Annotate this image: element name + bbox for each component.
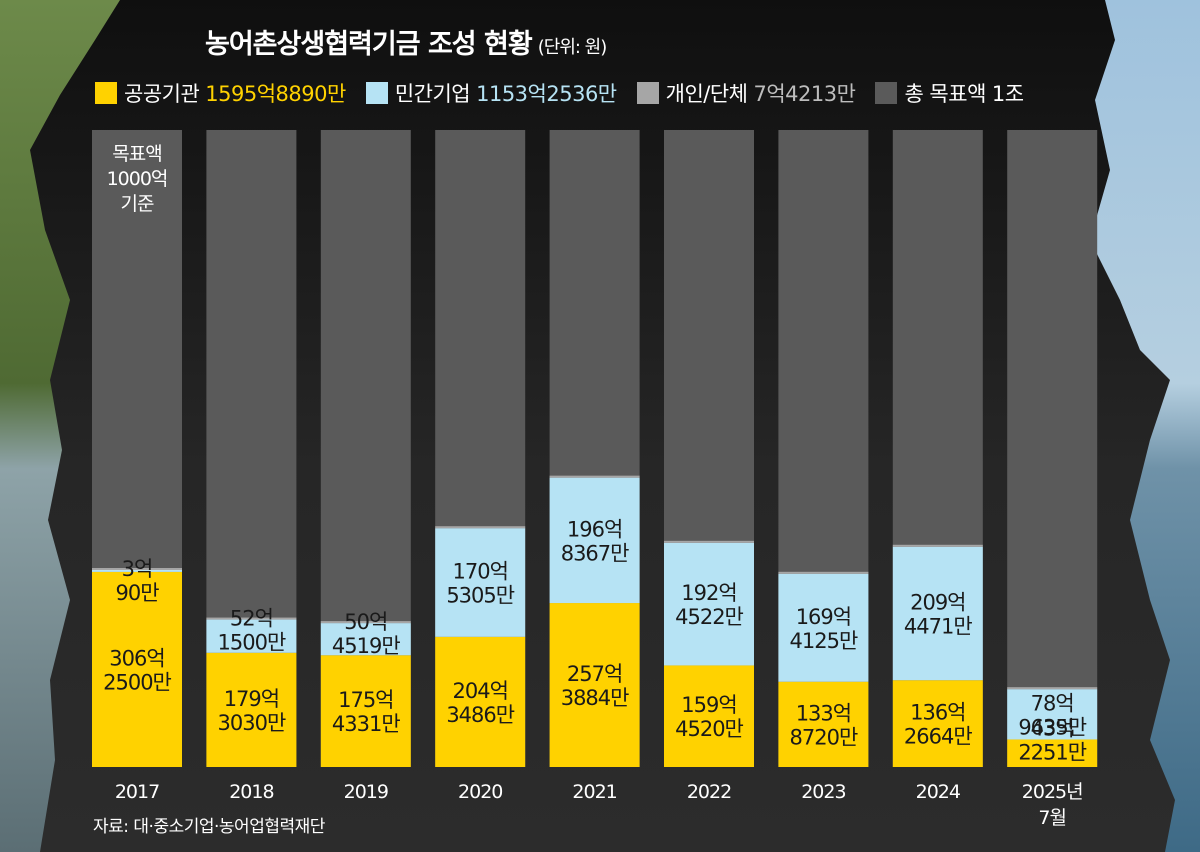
legend-item-private: 민간기업 1153억2536만 [365, 78, 617, 108]
bar-public [778, 681, 869, 767]
unit-label: (단위: 원) [537, 37, 608, 58]
legend-swatch-individual [636, 82, 659, 104]
legend-label: 민간기업 [394, 82, 471, 106]
value-label-private: 170억 5305만 [446, 560, 514, 608]
target-bar [1007, 130, 1098, 767]
value-label-public: 257억 3884만 [561, 662, 629, 710]
bar-private [92, 570, 182, 572]
bar-individual [1007, 687, 1098, 690]
value-label-public: 159억 4520만 [675, 693, 743, 741]
right-torn-photo [1090, 0, 1200, 852]
bar-private [892, 546, 983, 681]
bar-public [892, 680, 983, 767]
legend-value: 1595억8890만 [205, 82, 346, 106]
bar-public [92, 571, 182, 767]
legend-label: 개인/단체 [665, 82, 748, 106]
legend-swatch-public [95, 82, 117, 104]
x-tick-label: 2021 [572, 781, 616, 803]
bar-individual [92, 568, 182, 571]
bar-private [778, 573, 869, 682]
bar-private [1007, 689, 1098, 740]
value-label-private: 78억 9635만 [1018, 691, 1086, 739]
bar-private [206, 619, 297, 653]
legend-item-target: 총 목표액 1조 [875, 78, 1024, 108]
bar-private [435, 528, 526, 637]
bar-public [549, 603, 640, 767]
source-note: 자료: 대·중소기업·농어업협력재단 [93, 817, 325, 837]
legend-item-public: 공공기관 1595억8890만 [95, 78, 346, 108]
value-label-private: 169억 4125만 [790, 605, 858, 653]
x-tick-label: 2019 [344, 781, 388, 803]
bar-public [435, 636, 526, 767]
value-label-public: 175억 4331만 [332, 688, 400, 736]
value-label-public: 136억 2664만 [904, 701, 972, 749]
x-tick-label: 2022 [687, 781, 731, 803]
legend-swatch-private [365, 82, 388, 104]
bar-private [320, 623, 411, 656]
x-tick-label: 2018 [229, 781, 273, 803]
bar-public [206, 652, 297, 767]
bar-individual [435, 526, 526, 529]
value-label-public: 43억 2251만 [1018, 716, 1086, 764]
page-title: 농어촌상생협력기금 조성 현황 (단위: 원) [205, 29, 608, 60]
legend-value: 1153억2536만 [476, 82, 617, 106]
bar-private [549, 477, 640, 604]
value-label-private: 50억 4519만 [332, 610, 400, 658]
bar-individual [892, 544, 983, 547]
bar-individual [320, 621, 411, 624]
legend-value: 7억4213만 [753, 82, 856, 106]
bar-public [664, 665, 754, 767]
bar-private [664, 542, 754, 666]
x-tick-label: 2025년 7월 [1022, 781, 1083, 829]
value-label-private: 192억 4522만 [675, 581, 743, 629]
value-label-public: 179억 3030만 [218, 687, 286, 735]
x-tick-label: 2020 [458, 781, 502, 803]
legend: 공공기관 1595억8890만 민간기업 1153억2536만 개인/단체 7억… [95, 78, 1044, 108]
bar-individual [664, 540, 754, 543]
x-tick-label: 2023 [801, 781, 845, 803]
value-label-private: 52억 1500만 [218, 607, 286, 655]
bar-individual [778, 571, 869, 574]
bar-public [1007, 739, 1098, 767]
legend-value: 1조 [991, 82, 1024, 106]
x-tick-label: 2017 [115, 781, 159, 803]
target-note: 목표액 1000억 기준 [107, 143, 168, 215]
bar-individual [206, 617, 297, 620]
x-tick-label: 2024 [916, 781, 961, 803]
legend-label: 공공기관 [124, 82, 200, 106]
value-label-private: 196억 8367만 [561, 517, 629, 565]
bar-individual [549, 475, 640, 478]
left-torn-photo [0, 0, 120, 852]
value-label-public: 204억 3486만 [446, 679, 514, 727]
value-label-private: 209억 4471만 [904, 590, 972, 638]
value-label-private: 3억 90만 [115, 557, 159, 605]
value-label-public: 133억 8720만 [790, 701, 858, 749]
value-label-public: 306억 2500만 [103, 646, 171, 694]
bar-public [320, 655, 411, 767]
legend-item-individual: 개인/단체 7억4213만 [636, 78, 856, 108]
legend-swatch-target [875, 82, 898, 104]
legend-label: 총 목표액 [904, 82, 986, 106]
